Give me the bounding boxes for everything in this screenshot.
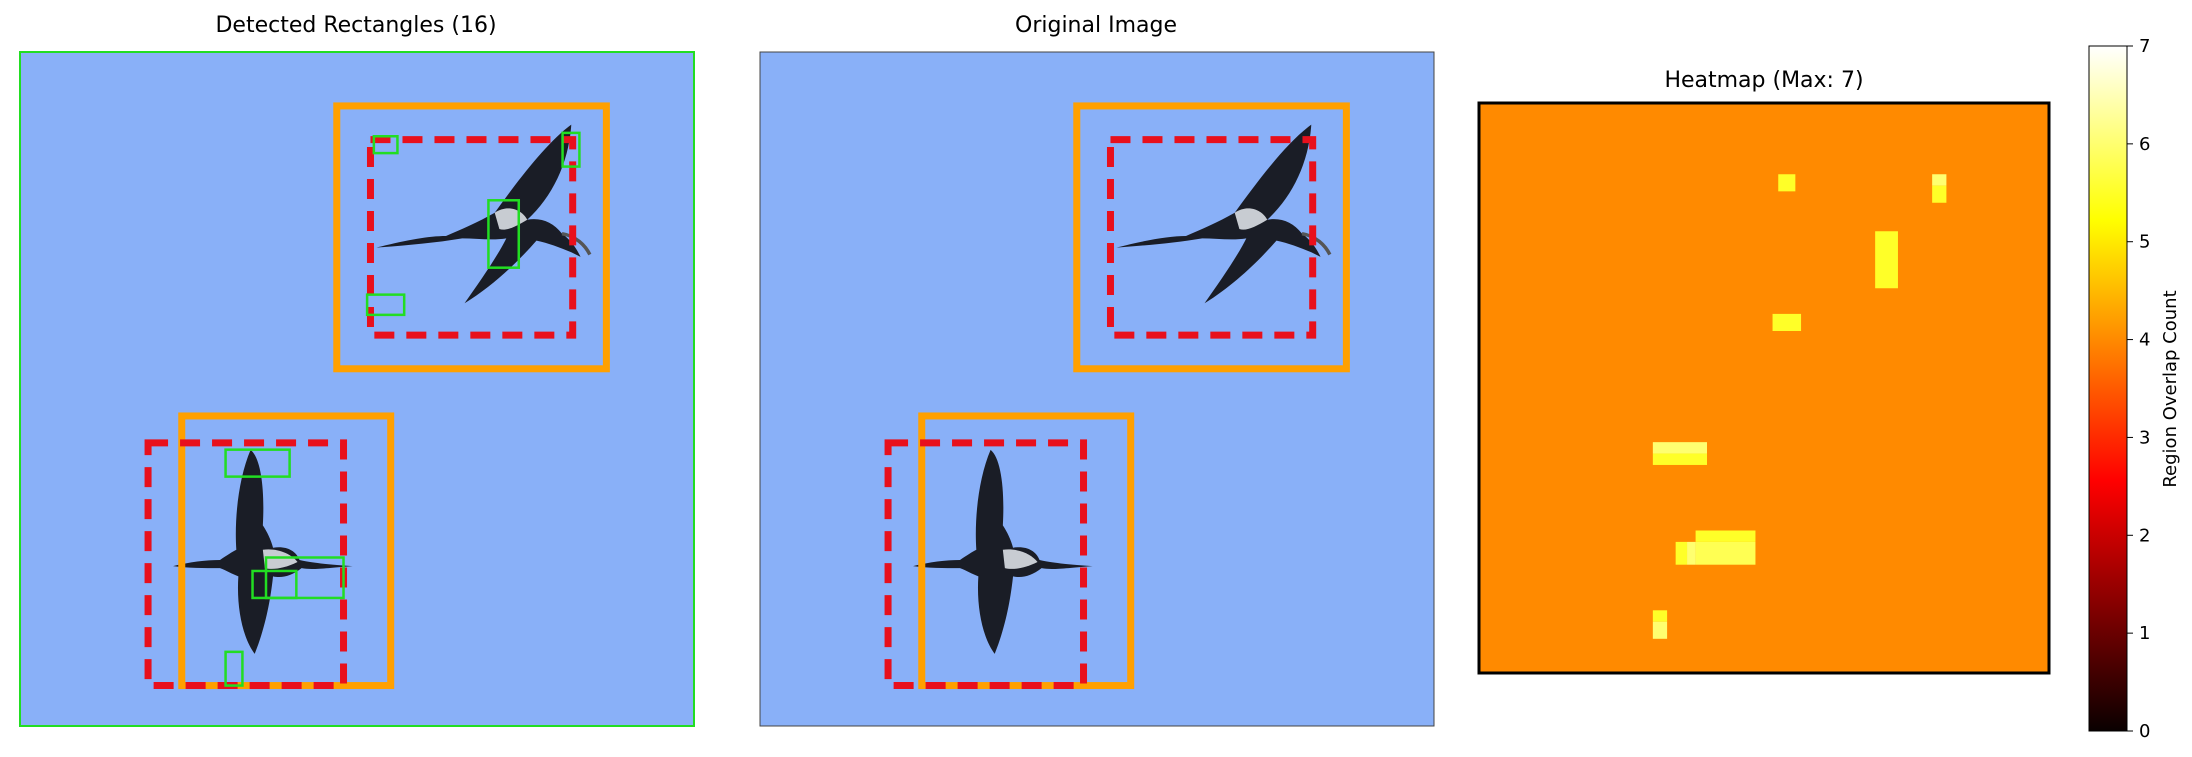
panel2-frame [759,51,1435,727]
colorbar: 0 1 2 3 4 5 6 7 Region Overlap Count [2088,36,2181,742]
heatmap-cell [1675,541,1688,565]
panel2-title: Original Image [1015,13,1177,38]
green-box [251,569,298,600]
colorbar-gradient [2088,45,2128,732]
heatmap-cell [1932,174,1947,186]
green-box [365,293,406,317]
heatmap-cell [1687,541,1696,565]
colorbar-tick-label: 7 [2139,36,2150,57]
panel1-image [20,52,694,726]
heatmap-cell [1778,174,1796,192]
red-dashed-box [1106,136,1317,339]
sky-background [760,52,1434,726]
colorbar-tick-label: 5 [2139,232,2150,253]
sky-background [20,52,694,726]
panel1-overlay [144,102,610,690]
panel1-frame [19,51,695,727]
panel1-title: Detected Rectangles (16) [215,13,496,38]
heatmap-cell [1652,453,1707,465]
heatmap-cell [1652,621,1668,639]
heatmap-cell [1695,530,1756,542]
panel2-image [760,52,1434,726]
colorbar-tick-label: 4 [2139,330,2150,351]
colorbar-tick-label: 3 [2139,427,2150,448]
heatmap-cell [1652,442,1707,454]
colorbar-tick-label: 0 [2139,721,2150,742]
orange-box [333,102,610,373]
orange-box [1073,102,1350,373]
red-dashed-box [366,136,577,339]
heatmap-cells [1479,103,2049,673]
green-box [561,131,581,168]
colorbar-label: Region Overlap Count [2160,290,2181,487]
green-box [224,448,291,478]
heatmap-cell [1772,313,1802,331]
colorbar-tick-label: 1 [2139,623,2150,644]
red-dashed-box [144,439,348,690]
heatmap-cell [1695,541,1756,565]
panel3-title: Heatmap (Max: 7) [1664,68,1863,93]
heatmap-cell [1875,231,1898,289]
colorbar-ticks: 0 1 2 3 4 5 6 7 [2127,36,2150,742]
green-box [224,650,244,687]
panel2-overlay [884,102,1350,690]
colorbar-tick-label: 6 [2139,134,2150,155]
green-box [264,556,345,600]
heatmap-cell [1652,610,1668,622]
heatmap-frame [1477,101,2051,675]
heatmap-cell [1932,185,1947,203]
colorbar-tick-label: 2 [2139,525,2150,546]
green-box [372,135,399,155]
heatmap-background [1479,103,2049,673]
green-box [487,199,521,269]
red-dashed-box [884,439,1088,690]
